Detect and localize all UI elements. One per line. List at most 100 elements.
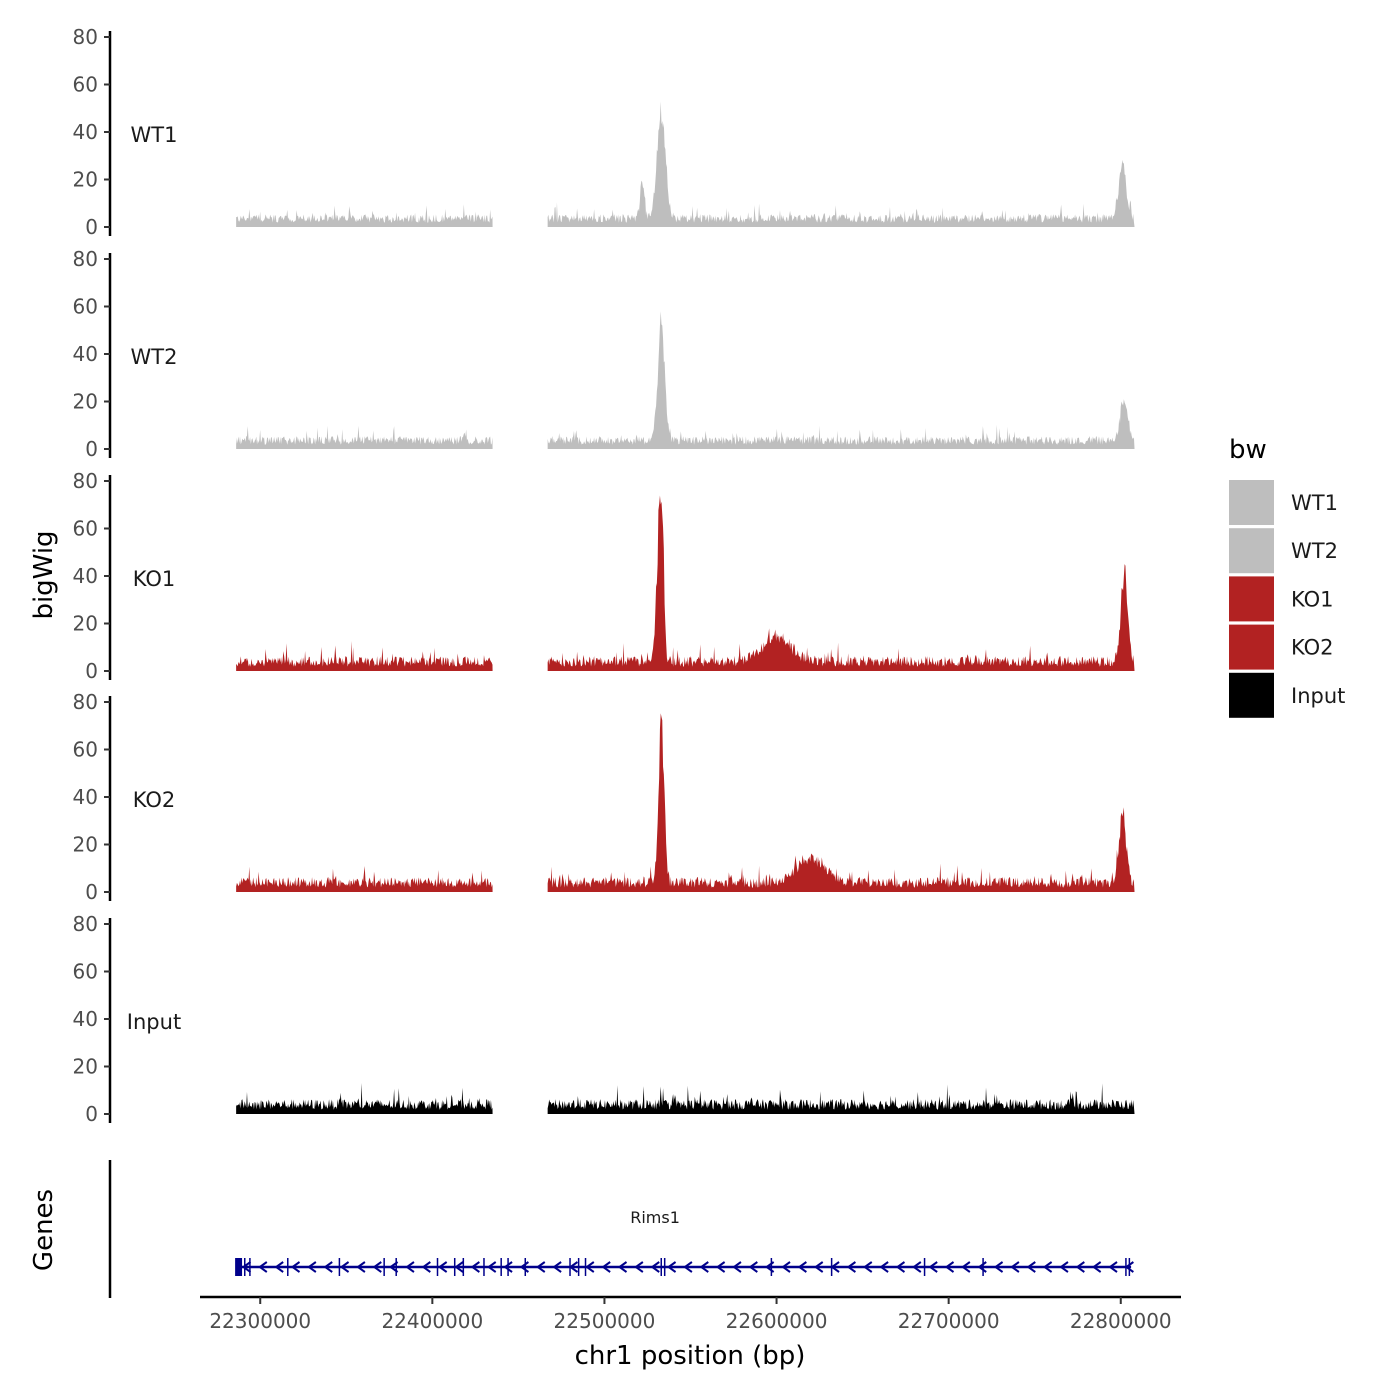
x-tick-label: 22300000	[209, 1309, 311, 1333]
y-tick-label: 20	[73, 1055, 98, 1079]
coverage-area-ko1-1	[236, 640, 493, 671]
strand-arrow	[454, 1261, 464, 1273]
y-tick-label: 20	[73, 168, 98, 192]
track-ko1: 0 20 40 60 80 KO1	[73, 469, 1135, 683]
strand-arrow	[470, 1261, 480, 1273]
x-axis: 22300000 22400000 22500000 22600000 22700000…	[200, 1295, 1181, 1333]
track-label: KO1	[133, 567, 176, 591]
strand-arrow	[519, 1261, 529, 1273]
legend-label-input: Input	[1291, 684, 1345, 708]
strand-arrow	[421, 1261, 431, 1273]
strand-arrow	[715, 1261, 726, 1273]
strand-arrow	[846, 1261, 856, 1273]
strand-arrow	[274, 1261, 284, 1273]
track-label: WT1	[131, 123, 178, 147]
strand-arrow	[339, 1261, 350, 1273]
legend-label-ko2: KO2	[1291, 636, 1334, 660]
y-tick-label: 0	[85, 215, 98, 239]
legend-label-wt2: WT2	[1291, 539, 1338, 563]
strand-arrow	[1075, 1261, 1085, 1273]
strand-arrow	[372, 1261, 382, 1273]
coverage-area-input-2	[547, 1083, 1135, 1114]
legend-swatch-ko1	[1229, 576, 1274, 622]
strand-arrow	[863, 1261, 873, 1273]
strand-arrow	[666, 1261, 677, 1273]
track-wt2: 0 20 40 60 80 WT2	[73, 247, 1135, 461]
strand-arrow	[536, 1261, 546, 1273]
legend-label-wt1: WT1	[1291, 491, 1338, 515]
strand-arrow	[650, 1261, 660, 1273]
gene-name-label: Rims1	[630, 1208, 680, 1227]
x-tick-label: 22400000	[381, 1309, 483, 1333]
legend-swatch-wt1	[1229, 480, 1274, 525]
strand-arrow	[813, 1261, 824, 1273]
y-tick-label: 60	[73, 517, 98, 541]
strand-arrow	[356, 1261, 366, 1273]
strand-arrow	[683, 1261, 693, 1273]
strand-arrow	[552, 1261, 562, 1273]
strand-arrow	[1042, 1261, 1053, 1273]
strand-arrow	[781, 1261, 791, 1273]
track-label: WT2	[131, 345, 178, 369]
legend-swatch-input	[1229, 672, 1274, 718]
y-tick-label: 60	[73, 295, 98, 319]
strand-arrow	[961, 1261, 971, 1273]
strand-arrow	[895, 1261, 906, 1273]
strand-arrow	[912, 1261, 922, 1273]
strand-arrow	[1059, 1261, 1069, 1273]
y-tick-label: 40	[73, 785, 98, 809]
coverage-area-ko2-2	[547, 713, 1135, 892]
x-tick-label: 22600000	[726, 1309, 828, 1333]
coverage-area-wt2-1	[236, 425, 493, 449]
strand-arrow	[258, 1261, 268, 1273]
genes-axis-title: Genes	[29, 1189, 59, 1271]
exon-block	[235, 1258, 242, 1276]
coverage-area-ko1-2	[547, 495, 1135, 671]
strand-arrow	[323, 1261, 333, 1273]
y-tick-label: 80	[73, 469, 98, 493]
strand-arrow	[993, 1261, 1004, 1273]
coverage-area-input-1	[236, 1083, 493, 1114]
x-axis-title: chr1 position (bp)	[575, 1341, 806, 1371]
strand-arrow	[748, 1261, 758, 1273]
strand-arrow	[617, 1261, 628, 1273]
strand-arrow	[405, 1261, 415, 1273]
strand-arrow	[1026, 1261, 1036, 1273]
y-tick-label: 20	[73, 833, 98, 857]
legend: bw WT1 WT2 KO1 KO2 Input	[1229, 435, 1345, 718]
strand-arrow	[437, 1261, 448, 1273]
y-tick-label: 0	[85, 880, 98, 904]
track-ko2: 0 20 40 60 80 KO2	[73, 690, 1135, 904]
strand-arrow	[1108, 1261, 1118, 1273]
strand-arrow	[634, 1261, 644, 1273]
y-tick-label: 40	[73, 564, 98, 588]
y-tick-label: 80	[73, 912, 98, 936]
coverage-area-wt1-1	[236, 204, 493, 227]
y-tick-label: 40	[73, 120, 98, 144]
coverage-area-ko2-1	[236, 865, 493, 892]
track-input: 0 20 40 60 80 Input	[73, 912, 1135, 1126]
legend-swatch-wt2	[1229, 528, 1274, 574]
genes-track: Rims1	[108, 1160, 1134, 1298]
strand-arrow	[503, 1261, 513, 1273]
y-tick-label: 80	[73, 690, 98, 714]
legend-swatch-ko2	[1229, 624, 1274, 670]
strand-arrow	[944, 1261, 955, 1273]
strand-arrow	[928, 1261, 938, 1273]
y-tick-label: 60	[73, 738, 98, 762]
y-tick-label: 80	[73, 25, 98, 49]
strand-arrow	[1010, 1261, 1020, 1273]
y-tick-label: 20	[73, 612, 98, 636]
y-tick-label: 0	[85, 437, 98, 461]
legend-label-ko1: KO1	[1291, 587, 1334, 611]
strand-arrow	[732, 1261, 742, 1273]
x-tick-label: 22500000	[554, 1309, 656, 1333]
y-tick-label: 20	[73, 390, 98, 414]
strand-arrow	[699, 1261, 709, 1273]
y-tick-label: 80	[73, 247, 98, 271]
strand-arrow	[879, 1261, 889, 1273]
coverage-area-wt1-2	[547, 101, 1135, 227]
x-tick-label: 22700000	[898, 1309, 1000, 1333]
y-tick-label: 40	[73, 342, 98, 366]
